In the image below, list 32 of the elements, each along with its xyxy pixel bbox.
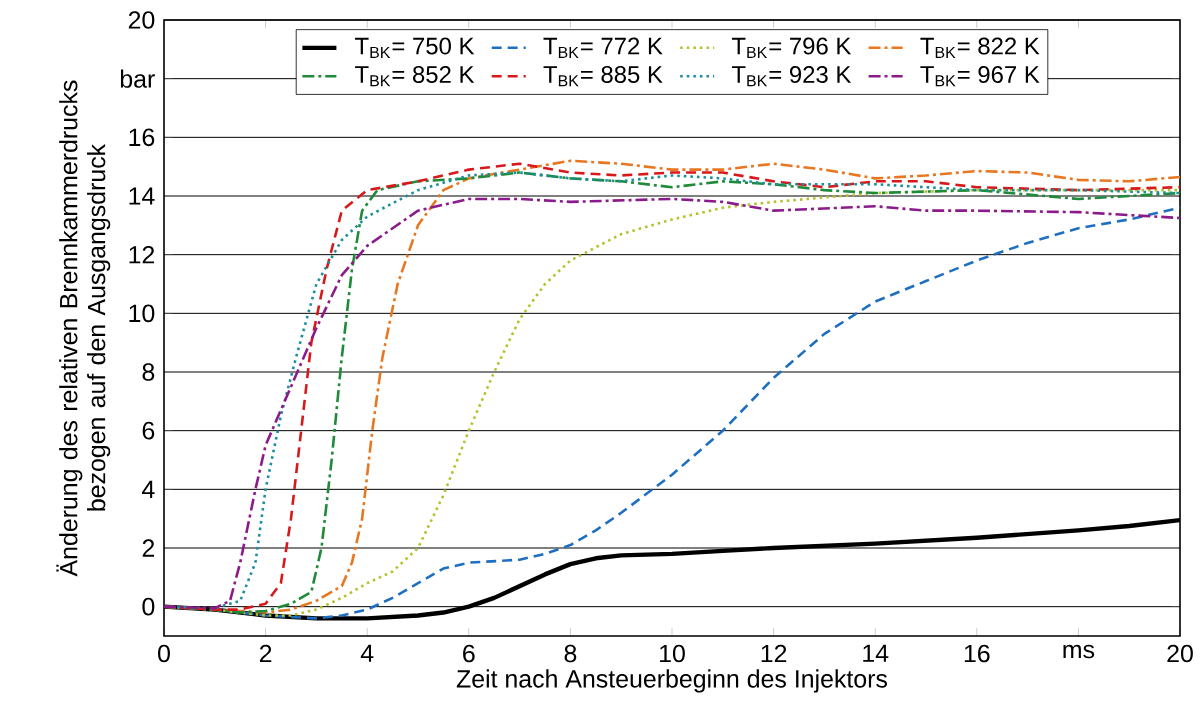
legend-label: T$_{BK}$= 885 K <box>543 66 663 87</box>
x-axis-title: Zeit nach Ansteuerbeginn des Injektors <box>456 669 888 693</box>
y-tick-label: 8 <box>142 363 155 381</box>
x-tick-label: 6 <box>463 644 475 663</box>
x-tick-label: 10 <box>660 644 685 663</box>
x-tick-label: ms <box>1063 644 1095 659</box>
x-tick-label: 12 <box>761 644 787 663</box>
legend-label: T$_{BK}$= 852 K <box>355 66 475 87</box>
x-tick-label: 14 <box>863 644 889 662</box>
y-tick-label: 10 <box>129 304 155 323</box>
y-tick-label: 0 <box>142 597 155 616</box>
legend-label: T$_{BK}$= 967 K <box>920 66 1040 87</box>
y-tick-label: 2 <box>142 539 155 557</box>
y-tick-label: bar <box>120 69 155 88</box>
y-tick-label: 20 <box>128 11 155 29</box>
legend-label: T$_{BK}$= 750 K <box>355 37 475 58</box>
legend-label: T$_{BK}$= 923 K <box>731 66 852 87</box>
legend-label: T$_{BK}$= 822 K <box>920 37 1040 58</box>
y-tick-label: 4 <box>142 480 155 498</box>
legend-label: T$_{BK}$= 796 K <box>731 37 852 58</box>
y-tick-label: 16 <box>129 128 155 147</box>
y-tick-label: 12 <box>129 245 155 264</box>
x-tick-label: 8 <box>564 644 577 663</box>
x-tick-label: 16 <box>964 644 990 663</box>
x-tick-label: 4 <box>360 644 374 662</box>
x-tick-label: 2 <box>259 644 272 663</box>
y-axis-title: Änderung des relativen Brennkammerdrucks bezogen auf den Ausgangsdruck <box>56 80 111 577</box>
legend-label: T$_{BK}$= 772 K <box>543 37 663 58</box>
y-tick-label: 6 <box>142 421 155 440</box>
y-tick-label: 14 <box>129 187 155 205</box>
x-tick-label: 0 <box>158 644 170 663</box>
x-tick-label: 20 <box>1167 644 1193 663</box>
